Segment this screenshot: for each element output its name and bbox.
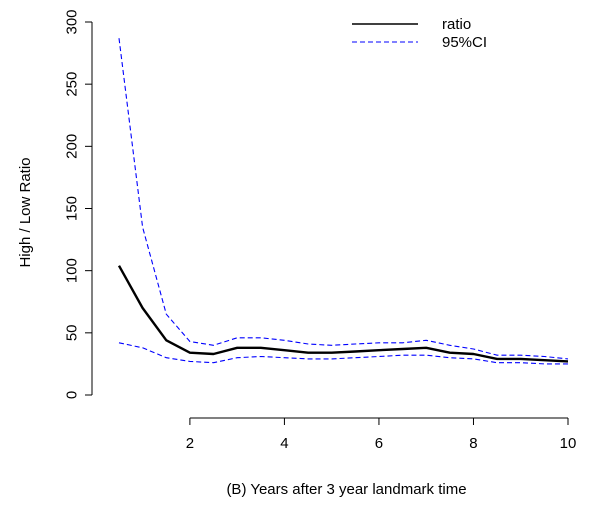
y-tick-label: 300 — [64, 9, 81, 34]
x-axis: 2 4 6 8 10 — [186, 417, 577, 452]
x-axis-title: (B) Years after 3 year landmark time — [226, 481, 466, 498]
y-axis-title: High / Low Ratio — [17, 157, 34, 267]
y-tick-label: 50 — [64, 324, 81, 341]
plot-area — [117, 38, 569, 365]
x-tick-label: 4 — [280, 435, 288, 452]
series-line-ci-lower — [118, 342, 568, 365]
series-line-ci-upper — [118, 38, 569, 360]
y-axis: 0 50 100 150 200 250 300 — [64, 9, 93, 399]
y-tick-label: 250 — [64, 72, 81, 97]
y-tick-label: 100 — [64, 258, 81, 283]
x-tick-label: 2 — [186, 435, 194, 452]
x-tick-label: 10 — [560, 435, 577, 452]
series-line-ratio — [117, 265, 569, 363]
x-tick-label: 8 — [469, 435, 477, 452]
y-tick-label: 200 — [64, 134, 81, 159]
legend-label: 95%CI — [442, 34, 487, 51]
legend-label: ratio — [442, 16, 471, 33]
x-tick-label: 6 — [375, 435, 383, 452]
y-tick-label: 0 — [64, 391, 81, 399]
y-tick-label: 150 — [64, 196, 81, 221]
